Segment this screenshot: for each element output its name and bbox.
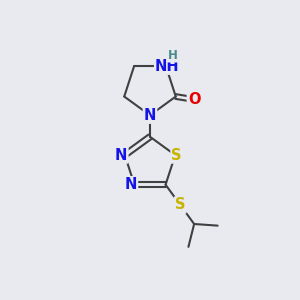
Text: N: N xyxy=(115,148,128,163)
Text: S: S xyxy=(171,148,182,163)
Text: N: N xyxy=(125,177,137,192)
Text: O: O xyxy=(188,92,200,107)
Text: S: S xyxy=(175,197,185,212)
Text: NH: NH xyxy=(155,59,180,74)
Text: H: H xyxy=(167,49,177,62)
Text: N: N xyxy=(144,108,156,123)
